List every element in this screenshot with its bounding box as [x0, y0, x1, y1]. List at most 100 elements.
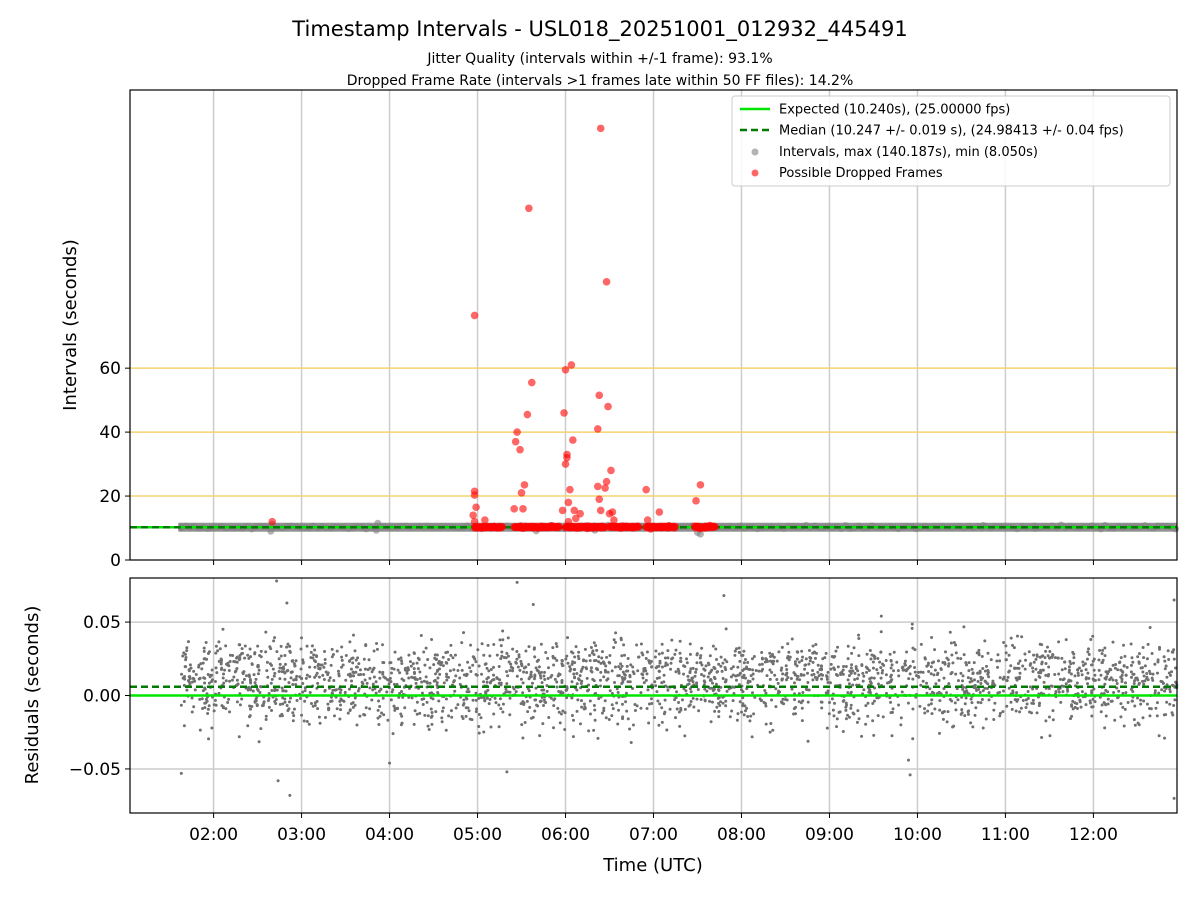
residual-point — [398, 691, 402, 695]
residual-point — [588, 659, 592, 663]
residual-point — [885, 691, 889, 695]
residual-point — [897, 703, 901, 707]
legend-dropped-swatch — [751, 169, 759, 177]
residual-point — [351, 670, 355, 674]
residual-point — [639, 642, 643, 646]
residual-point — [622, 672, 626, 676]
residual-point — [415, 661, 419, 665]
residual-point — [749, 674, 753, 678]
residual-point — [674, 716, 678, 720]
residual-point — [942, 676, 946, 680]
residual-point — [420, 680, 424, 684]
residual-point — [930, 635, 934, 639]
residual-point — [187, 669, 191, 673]
residual-point — [720, 669, 724, 673]
residual-point — [487, 669, 491, 673]
residual-point — [525, 699, 529, 703]
residual-point — [742, 661, 746, 665]
residual-point — [469, 670, 473, 674]
residual-point — [642, 681, 646, 685]
residual-point — [482, 653, 486, 657]
residual-point — [790, 687, 794, 691]
residual-point — [613, 680, 617, 684]
residual-point — [975, 688, 979, 692]
residual-point — [760, 650, 764, 654]
residual-point — [181, 654, 185, 658]
legend-frame — [731, 95, 1171, 187]
residual-point — [453, 689, 457, 693]
residual-point — [1063, 667, 1067, 671]
residual-point — [677, 700, 681, 704]
residual-point — [965, 663, 969, 667]
residual-point — [206, 712, 210, 716]
residual-point — [479, 716, 483, 720]
residual-point — [666, 688, 670, 692]
residual-point — [987, 698, 991, 702]
residual-point — [683, 734, 687, 738]
residual-point — [575, 672, 579, 676]
residual-point — [444, 728, 448, 732]
residual-point — [602, 662, 606, 666]
chart-title: Timestamp Intervals - USL018_20251001_01… — [291, 17, 907, 42]
residual-point — [221, 627, 225, 631]
residual-point — [600, 711, 604, 715]
residual-point — [462, 631, 466, 635]
residual-point — [703, 698, 707, 702]
residual-point — [825, 726, 829, 730]
residual-point — [358, 714, 362, 718]
residual-point — [1040, 736, 1044, 740]
dropped-frame-point — [602, 278, 611, 286]
residual-point — [342, 699, 346, 703]
residual-point — [1111, 640, 1115, 644]
residual-point — [1067, 670, 1071, 674]
residual-point — [267, 691, 271, 695]
residual-point — [275, 650, 279, 654]
residual-point — [1120, 677, 1124, 681]
residual-point — [699, 654, 703, 658]
residual-point — [482, 680, 486, 684]
residual-point — [614, 640, 618, 644]
residual-point — [1139, 702, 1143, 706]
residual-point — [998, 659, 1002, 663]
residual-point — [848, 669, 852, 673]
residual-point — [407, 653, 411, 657]
residual-point — [1111, 678, 1115, 682]
residual-point — [323, 657, 327, 661]
residual-point — [545, 684, 549, 688]
residual-point — [257, 740, 261, 744]
residual-point — [280, 714, 284, 718]
residual-point — [872, 699, 876, 703]
residual-point — [582, 658, 586, 662]
residual-point — [662, 680, 666, 684]
residual-point — [1087, 676, 1091, 680]
residual-point — [908, 672, 912, 676]
residual-point — [441, 655, 445, 659]
residual-point — [537, 665, 541, 669]
residual-point — [477, 713, 481, 717]
residual-point — [790, 637, 794, 641]
residual-point — [184, 665, 188, 669]
residual-point — [1092, 687, 1096, 691]
residual-point — [980, 654, 984, 658]
residual-point — [983, 669, 987, 673]
residual-point — [1081, 660, 1085, 664]
residual-point — [856, 709, 860, 713]
residual-point — [1086, 682, 1090, 686]
residual-point — [731, 665, 735, 669]
residual-point — [184, 658, 188, 662]
residual-point — [1090, 689, 1094, 693]
residual-point — [826, 670, 830, 674]
residual-point — [734, 647, 738, 651]
residual-point — [1090, 714, 1094, 718]
residual-point — [1019, 706, 1023, 710]
legend-expected-label: Expected (10.240s), (25.00000 fps) — [779, 103, 1010, 118]
dropped-frame-point — [564, 517, 573, 526]
residual-point — [390, 690, 394, 694]
residual-point — [938, 708, 942, 712]
residual-point — [452, 679, 456, 683]
residual-point — [693, 674, 697, 678]
residual-point — [993, 701, 997, 705]
residual-point — [953, 701, 957, 705]
residual-point — [314, 654, 318, 658]
residual-point — [650, 665, 654, 669]
